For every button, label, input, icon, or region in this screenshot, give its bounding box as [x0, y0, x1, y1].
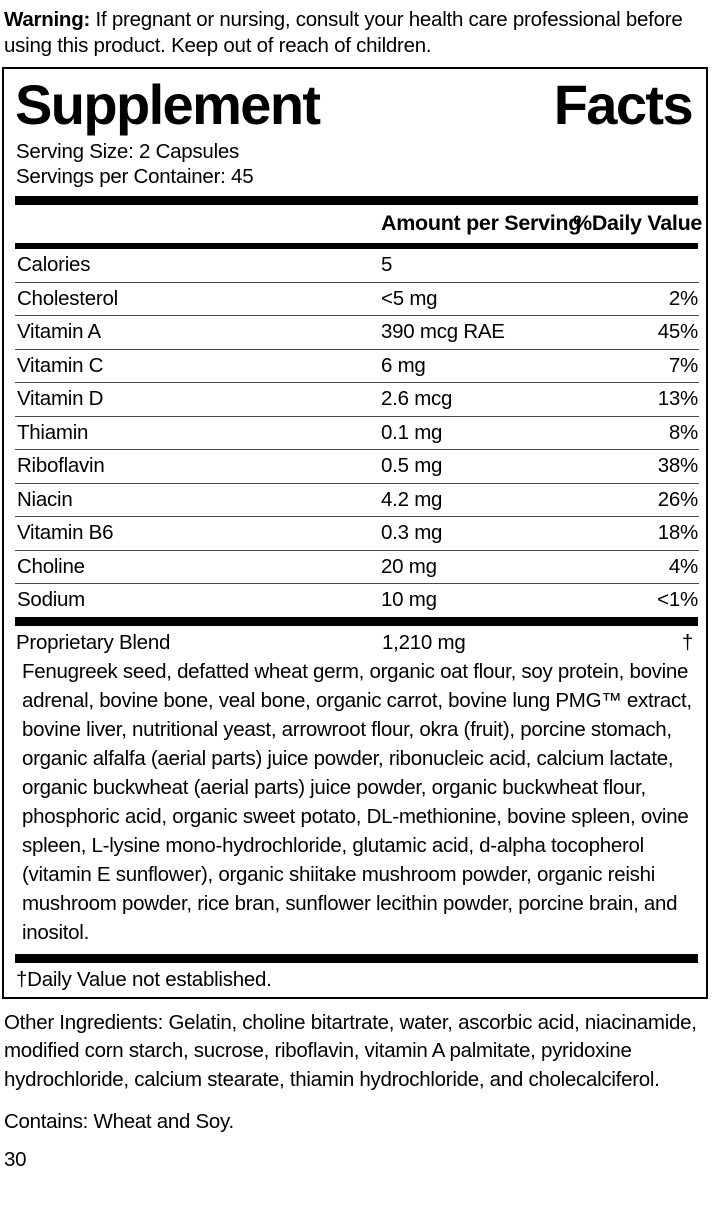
table-row: Choline 20 mg 4% [15, 549, 699, 584]
nutrient-daily-value: 4% [573, 549, 699, 584]
column-header-amount-per-serving: Amount per Serving [381, 211, 582, 235]
nutrient-name: Choline [15, 549, 373, 584]
footer-spacer [4, 1094, 710, 1108]
rule-above-proprietary-blend [15, 616, 698, 626]
warning-label: Warning: [4, 8, 91, 31]
table-row: Vitamin B6 0.3 mg 18% [15, 516, 699, 550]
nutrient-name: Riboflavin [15, 449, 373, 483]
panel-title-word-facts: Facts [553, 73, 694, 136]
nutrient-amount: 6 mg [373, 348, 573, 383]
nutrient-daily-value: 18% [573, 516, 699, 550]
serving-size: Serving Size: 2 Capsules [16, 140, 240, 163]
nutrient-name: Vitamin B6 [15, 516, 373, 550]
nutrient-name: Vitamin A [15, 315, 373, 349]
nutrient-name: Sodium [15, 583, 373, 617]
table-row: Riboflavin 0.5 mg 38% [15, 449, 699, 483]
panel-title-word-supplement: Supplement [15, 73, 321, 136]
nutrient-daily-value: 45% [573, 315, 699, 349]
other-ingredients: Other Ingredients: Gelatin, choline bita… [4, 1010, 697, 1091]
nutrient-name: Vitamin D [15, 382, 373, 416]
nutrient-amount: 0.5 mg [373, 449, 573, 483]
column-header-daily-value: %Daily Value [573, 211, 703, 235]
rule-above-column-headers [15, 196, 698, 205]
proprietary-blend-ingredients: Fenugreek seed, defatted wheat germ, org… [22, 659, 692, 944]
nutrient-amount: 0.3 mg [373, 516, 573, 550]
page-number: 30 [4, 1147, 27, 1171]
table-row: Thiamin 0.1 mg 8% [15, 415, 699, 450]
column-header-nutrient [15, 205, 373, 243]
servings-per-container: Servings per Container: 45 [16, 165, 254, 188]
label-footer: Other Ingredients: Gelatin, choline bita… [0, 999, 720, 1173]
warning-statement: Warning: If pregnant or nursing, consult… [0, 0, 720, 59]
rule-above-daily-value-note [15, 953, 698, 963]
nutrient-rows-table: Calories 5 Cholesterol <5 mg 2% Vitamin A 390 … [15, 249, 699, 617]
serving-info: Serving Size: 2 Capsules Servings per Co… [14, 139, 698, 196]
table-row: Sodium 10 mg <1% [15, 583, 699, 617]
nutrient-amount: 4.2 mg [373, 482, 573, 517]
nutrient-name: Thiamin [15, 415, 373, 450]
nutrient-daily-value: 38% [573, 449, 699, 483]
proprietary-blend-name: Proprietary Blend [16, 630, 171, 654]
nutrient-daily-value: 8% [573, 415, 699, 450]
proprietary-blend-dagger: † [681, 630, 693, 654]
table-row: Vitamin D 2.6 mcg 13% [15, 382, 699, 416]
nutrient-daily-value: <1% [573, 583, 699, 617]
proprietary-blend-row: Proprietary Blend 1,210 mg † [14, 626, 698, 657]
table-header-row: Amount per Serving %Daily Value [15, 205, 703, 243]
nutrient-amount: 10 mg [373, 583, 573, 617]
nutrient-daily-value: 2% [573, 281, 699, 316]
nutrient-daily-value [573, 249, 699, 282]
nutrient-name: Cholesterol [15, 281, 373, 316]
nutrient-amount: 20 mg [373, 549, 573, 584]
nutrient-amount: <5 mg [373, 281, 573, 316]
table-row: Vitamin A 390 mcg RAE 45% [15, 315, 699, 349]
proprietary-blend-amount: 1,210 mg [382, 630, 466, 654]
panel-title: Supplement Facts [14, 69, 698, 139]
nutrient-daily-value: 7% [573, 348, 699, 383]
nutrient-daily-value: 26% [573, 482, 699, 517]
daily-value-footnote: †Daily Value not established. [16, 967, 272, 991]
rule-below-column-headers [15, 243, 698, 249]
nutrient-name: Calories [17, 253, 91, 276]
table-row: Cholesterol <5 mg 2% [15, 281, 699, 316]
nutrition-table: Amount per Serving %Daily Value [15, 205, 703, 243]
table-row: Niacin 4.2 mg 26% [15, 482, 699, 517]
contains-allergens: Contains: Wheat and Soy. [4, 1110, 234, 1133]
nutrient-name: Niacin [15, 482, 373, 517]
nutrient-name: Vitamin C [15, 348, 373, 383]
nutrient-daily-value: 13% [573, 382, 699, 416]
nutrient-amount: 390 mcg RAE [373, 315, 573, 349]
table-row: Calories 5 [15, 249, 699, 282]
supplement-facts-panel: Supplement Facts Serving Size: 2 Capsule… [2, 67, 708, 999]
nutrient-amount: 2.6 mcg [373, 382, 573, 416]
warning-text: If pregnant or nursing, consult your hea… [4, 8, 683, 57]
nutrient-amount: 0.1 mg [373, 415, 573, 450]
nutrient-amount: 5 [381, 253, 393, 276]
